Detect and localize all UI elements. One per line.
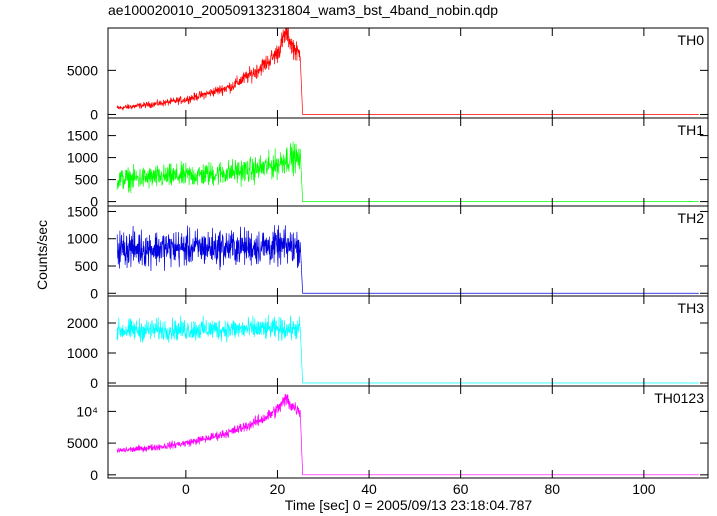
x-tick-label: 40 (361, 481, 377, 497)
series-th1-line (116, 141, 699, 202)
series-th3-line (116, 314, 699, 384)
y-tick-label: 5000 (67, 435, 98, 451)
y-tick-label: 1500 (67, 203, 98, 219)
y-tick-label: 500 (75, 258, 99, 274)
panel-frame-th0123 (107, 385, 709, 479)
legend-th1: TH1 (678, 122, 705, 138)
legend-th2: TH2 (678, 210, 705, 226)
y-tick-label: 10⁴ (76, 403, 98, 419)
series-th0-line (116, 27, 699, 115)
x-axis-label: Time [sec] 0 = 2005/09/13 23:18:04.787 (284, 497, 533, 513)
y-tick-label: 0 (90, 375, 98, 391)
y-tick-label: 500 (75, 172, 99, 188)
chart-title: ae100020010_20050913231804_wam3_bst_4ban… (108, 2, 499, 18)
y-tick-label: 1000 (67, 231, 98, 247)
x-tick-label: 20 (270, 481, 286, 497)
y-tick-label: 1000 (67, 345, 98, 361)
x-tick-label: 60 (453, 481, 469, 497)
y-tick-label: 2000 (67, 315, 98, 331)
y-tick-label: 1500 (67, 128, 98, 144)
y-tick-label: 0 (90, 106, 98, 122)
panel-frame-th1 (107, 117, 709, 207)
y-tick-label: 0 (90, 285, 98, 301)
panel-frame-th3 (107, 295, 709, 387)
y-tick-label: 0 (90, 467, 98, 483)
legend-th0123: TH0123 (654, 390, 704, 406)
x-tick-label: 80 (544, 481, 560, 497)
x-tick-label: 0 (182, 481, 190, 497)
legend-th0: TH0 (678, 32, 705, 48)
y-tick-label: 5000 (67, 62, 98, 78)
y-tick-label: 0 (90, 194, 98, 210)
x-tick-label: 100 (632, 481, 656, 497)
legend-th3: TH3 (678, 300, 705, 316)
series-th0123-line (116, 393, 699, 476)
y-tick-label: 1000 (67, 150, 98, 166)
series-th2-line (116, 225, 699, 294)
panel-frame-th0 (107, 27, 709, 119)
